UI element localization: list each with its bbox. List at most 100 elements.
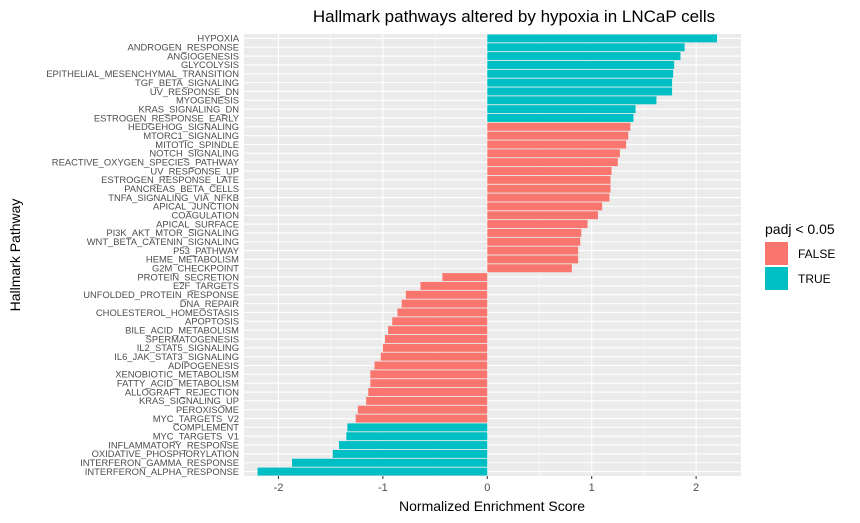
legend: padj < 0.05 FALSE TRUE — [765, 221, 835, 290]
y-tick-label: ALLOGRAFT_REJECTION — [125, 386, 239, 397]
chart-title: Hallmark pathways altered by hypoxia in … — [313, 7, 715, 26]
bar-estrogen-response-early — [487, 114, 634, 122]
bar-spermatogenesis — [384, 335, 488, 343]
y-tick-label: OXIDATIVE_PHOSPHORYLATION — [92, 448, 239, 459]
y-tick-label: COMPLEMENT — [173, 422, 239, 433]
bar-reactive-oxygen-species-pathway — [487, 158, 618, 167]
bar-cholesterol-homeostasis — [397, 308, 488, 317]
y-tick-labels: HYPOXIAANDROGEN_RESPONSEANGIOGENESISGLYC… — [46, 33, 240, 477]
x-tick-labels: -2 -1 0 1 2 — [274, 476, 699, 494]
bar-hedgehog-signaling — [487, 122, 631, 131]
bar-myc-targets-v2 — [355, 414, 488, 423]
bar-apoptosis — [392, 317, 488, 326]
y-tick-label: TNFA_SIGNALING_VIA_NFKB — [108, 192, 239, 203]
y-tick-label: ESTROGEN_RESPONSE_EARLY — [94, 112, 240, 123]
y-tick-label: EPITHELIAL_MESENCHYMAL_TRANSITION — [46, 68, 239, 79]
bar-uv-response-up — [487, 167, 612, 175]
y-tick-label: UV_RESPONSE_UP — [150, 165, 239, 176]
y-tick-label: SPERMATOGENESIS — [146, 333, 239, 344]
bar-mtorc1-signaling — [487, 131, 629, 140]
bar-adipogenesis — [374, 361, 488, 370]
y-tick-label: INTERFERON_ALPHA_RESPONSE — [85, 466, 239, 477]
bar-inflammatory-response — [339, 441, 488, 450]
y-tick-label: NOTCH_SIGNALING — [149, 148, 239, 159]
bar-unfolded-protein-response — [405, 290, 488, 299]
y-tick-label: G2M_CHECKPOINT — [152, 263, 239, 274]
x-tick-label: -1 — [378, 482, 388, 494]
bar-myc-targets-v1 — [346, 432, 488, 441]
y-tick-label: PROTEIN_SECRETION — [137, 271, 239, 282]
bar-hypoxia — [487, 34, 717, 43]
bar-complement — [347, 423, 488, 432]
bar-notch-signaling — [487, 149, 620, 158]
y-tick-label: ADIPOGENESIS — [168, 360, 239, 371]
bar-e2f-targets — [420, 281, 488, 290]
y-tick-label: TGF_BETA_SIGNALING — [135, 77, 239, 88]
y-tick-label: INFLAMMATORY_RESPONSE — [108, 439, 239, 450]
y-tick-label: CHOLESTEROL_HOMEOSTASIS — [96, 307, 239, 318]
bar-g2m-checkpoint — [487, 264, 572, 273]
bar-allograft-rejection — [368, 388, 488, 396]
y-tick-label: KRAS_SIGNALING_UP — [139, 395, 239, 406]
bars — [257, 34, 717, 476]
y-tick-label: PANCREAS_BETA_CELLS — [124, 183, 239, 194]
bar-estrogen-response-late — [487, 175, 611, 184]
y-tick-label: APICAL_JUNCTION — [153, 201, 239, 212]
bar-il6-jak-stat3-signaling — [380, 352, 488, 361]
bar-glycolysis — [487, 60, 675, 69]
x-tick-label: 0 — [484, 482, 490, 494]
y-tick-label: APICAL_SURFACE — [156, 218, 239, 229]
legend-label-false: FALSE — [798, 247, 835, 261]
y-axis-label: Hallmark Pathway — [7, 199, 23, 312]
x-tick-label: -2 — [274, 482, 284, 494]
bar-androgen-response — [487, 43, 685, 52]
bar-oxidative-phosphorylation — [332, 449, 488, 458]
y-tick-label: IL6_JAK_STAT3_SIGNALING — [114, 351, 239, 362]
bar-interferon-alpha-response — [257, 467, 488, 476]
bar-dna-repair — [401, 299, 488, 308]
bar-pi3k-akt-mtor-signaling — [487, 228, 582, 237]
y-tick-label: ANDROGEN_RESPONSE — [128, 42, 239, 53]
y-tick-label: XENOBIOTIC_METABOLISM — [115, 369, 239, 380]
x-tick-label: 1 — [589, 482, 595, 494]
legend-key-true — [765, 267, 788, 290]
bar-kras-signaling-up — [366, 396, 488, 405]
y-tick-label: HEDGEHOG_SIGNALING — [128, 121, 239, 132]
y-tick-label: IL2_STAT5_SIGNALING — [137, 342, 239, 353]
y-tick-label: DNA_REPAIR — [180, 298, 239, 309]
y-tick-label: P53_PATHWAY — [173, 245, 240, 256]
bar-pancreas-beta-cells — [487, 184, 611, 193]
y-tick-label: MYC_TARGETS_V1 — [153, 431, 239, 442]
bar-heme-metabolism — [487, 255, 579, 264]
y-tick-label: HEME_METABOLISM — [146, 254, 239, 265]
x-tick-label: 2 — [693, 482, 699, 494]
y-tick-label: COAGULATION — [171, 210, 239, 221]
bar-wnt-beta-catenin-signaling — [487, 237, 581, 246]
bar-angiogenesis — [487, 52, 681, 61]
y-tick-label: MYC_TARGETS_V2 — [153, 413, 239, 424]
bar-apical-junction — [487, 202, 603, 211]
bar-tnfa-signaling-via-nfkb — [487, 193, 610, 202]
bar-uv-response-dn — [487, 87, 673, 96]
y-tick-label: WNT_BETA_CATENIN_SIGNALING — [87, 236, 239, 247]
bar-peroxisome — [357, 405, 488, 414]
x-axis-label: Normalized Enrichment Score — [399, 498, 585, 514]
y-tick-label: UV_RESPONSE_DN — [150, 86, 239, 97]
y-tick-label: MITOTIC_SPINDLE — [155, 139, 239, 150]
y-tick-label: FATTY_ACID_METABOLISM — [117, 377, 239, 388]
bar-kras-signaling-dn — [487, 105, 636, 114]
bar-coagulation — [487, 211, 598, 220]
y-tick-label: REACTIVE_OXYGEN_SPECIES_PATHWAY — [52, 156, 240, 167]
legend-title: padj < 0.05 — [765, 221, 835, 237]
y-tick-label: PEROXISOME — [176, 404, 239, 415]
bar-mitotic-spindle — [487, 140, 627, 149]
bar-interferon-gamma-response — [292, 458, 488, 467]
y-tick-label: E2F_TARGETS — [173, 280, 239, 291]
legend-label-true: TRUE — [798, 272, 831, 286]
bar-fatty-acid-metabolism — [370, 379, 488, 388]
bar-p53-pathway — [487, 246, 579, 255]
bar-bile-acid-metabolism — [388, 326, 488, 335]
y-tick-label: APOPTOSIS — [185, 316, 239, 327]
y-tick-label: GLYCOLYSIS — [181, 59, 239, 70]
